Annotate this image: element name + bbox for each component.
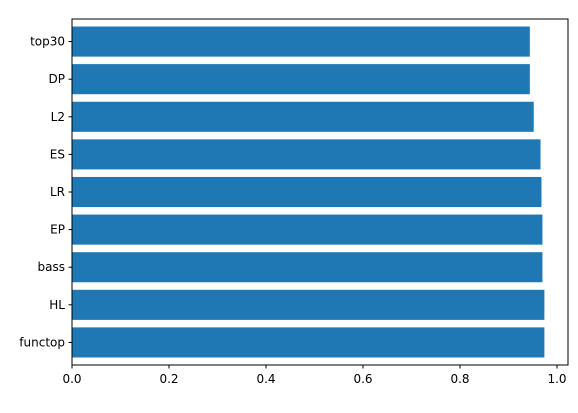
bar-EP	[72, 214, 543, 245]
x-axis-ticks: 0.0 0.2 0.4 0.6 0.8 1.0	[62, 365, 567, 386]
bar-DP	[72, 64, 530, 95]
y-tick-label: LR	[50, 185, 65, 199]
y-tick-label: HL	[49, 298, 65, 312]
y-tick-label: functop	[19, 335, 65, 349]
bar-functop	[72, 327, 545, 358]
x-tick-label: 0.0	[62, 372, 81, 386]
axes-frame	[71, 18, 569, 366]
bar-HL	[72, 289, 545, 320]
bar-bass	[72, 252, 543, 283]
x-tick-label: 1.0	[547, 372, 566, 386]
bars-group	[72, 26, 545, 358]
y-axis-ticks: functop HL bass EP LR ES L2 DP top30	[19, 35, 72, 349]
bar-ES	[72, 139, 541, 170]
y-tick-label: ES	[50, 147, 65, 161]
bar-top30	[72, 26, 530, 57]
y-tick-label: L2	[51, 110, 65, 124]
x-tick-label: 0.2	[159, 372, 178, 386]
x-tick-label: 0.4	[256, 372, 275, 386]
bar-LR	[72, 176, 542, 208]
x-tick-label: 0.6	[353, 372, 372, 386]
x-tick-label: 0.8	[450, 372, 469, 386]
y-tick-label: top30	[30, 35, 65, 49]
y-tick-label: bass	[38, 260, 65, 274]
bar-L2	[72, 101, 534, 132]
y-tick-label: DP	[49, 72, 65, 86]
y-tick-label: EP	[50, 223, 65, 237]
